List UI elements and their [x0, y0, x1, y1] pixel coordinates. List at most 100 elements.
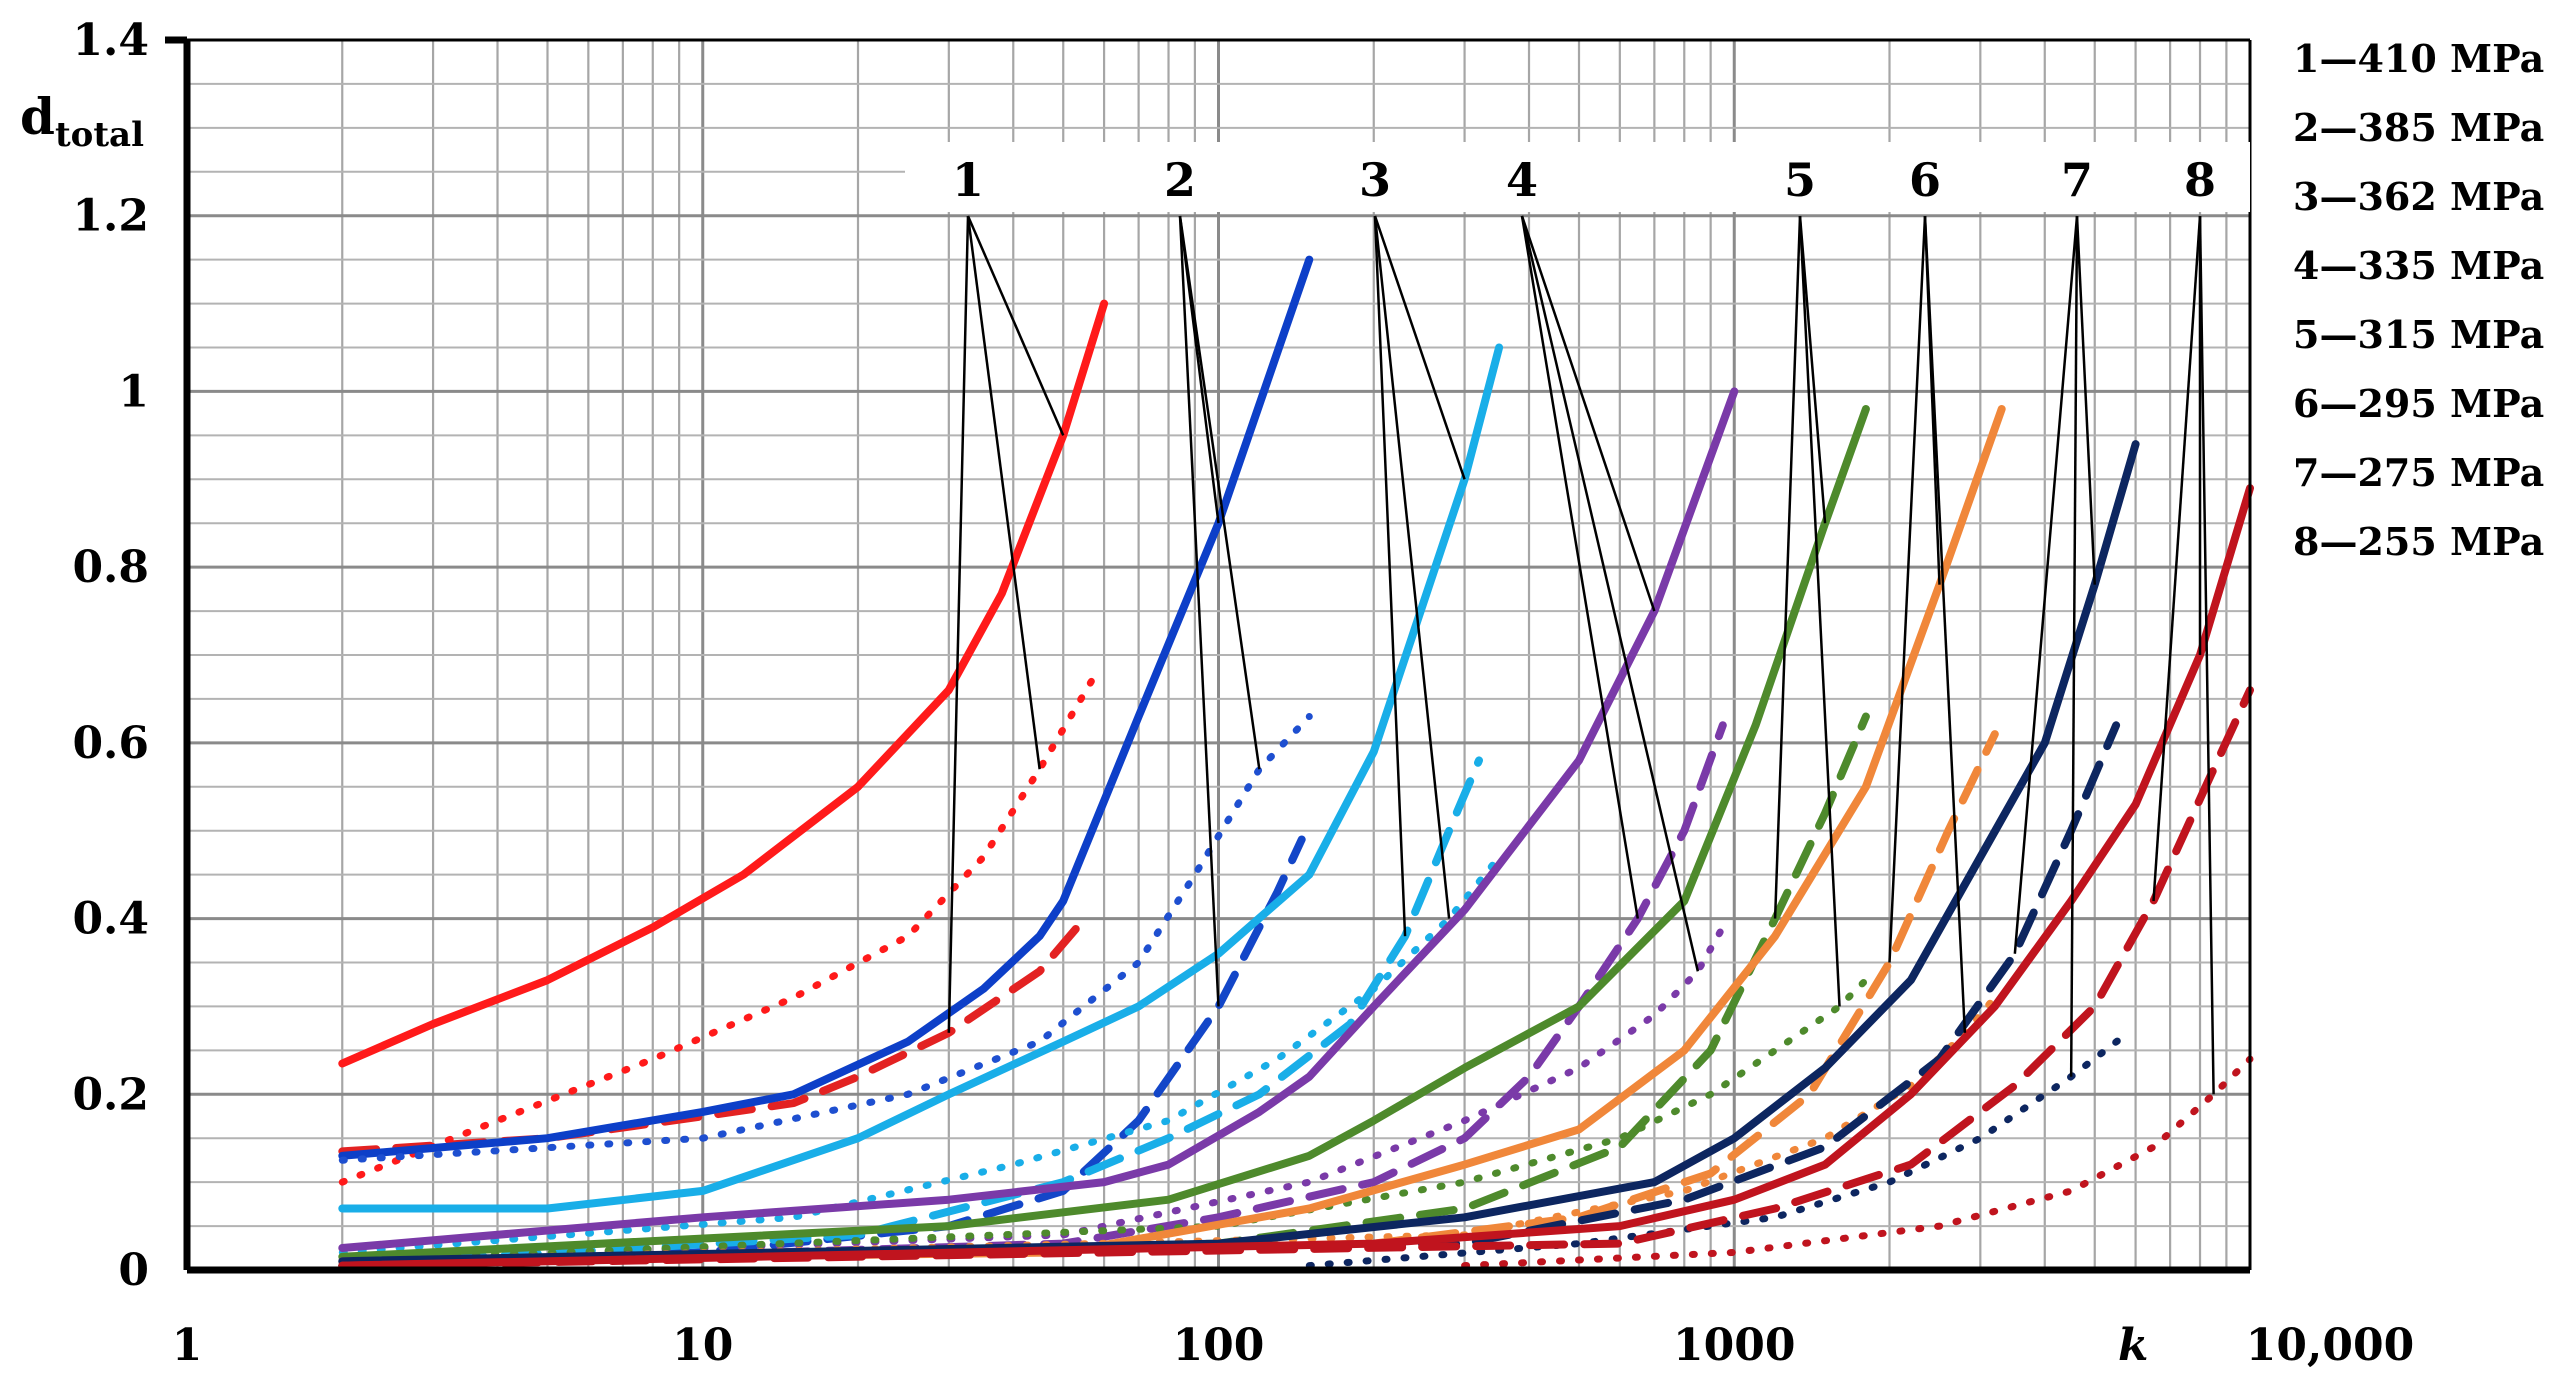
curve-3-leader-dashed	[1373, 215, 1407, 937]
legend-separator: —	[2319, 381, 2357, 426]
curve-label-3: 3	[1359, 153, 1391, 207]
series-1-dotted-line	[338, 669, 1100, 1186]
legend-value: 315 MPa	[2357, 312, 2544, 357]
curve-3-leader-dotted	[1373, 215, 1451, 919]
series-4-dashed-line	[338, 721, 1727, 1270]
x-tick-label: 1000	[1673, 1320, 1795, 1371]
curve-label-7: 7	[2061, 153, 2093, 207]
curve-1-leader-dashed	[947, 215, 970, 1033]
curve-7-leader-solid	[2075, 215, 2096, 585]
legend-separator: —	[2319, 174, 2357, 219]
y-axis-label-main: d	[20, 87, 55, 146]
legend-entry-4: 4—335 MPa	[2293, 243, 2544, 288]
series-5-solid-line	[338, 405, 1870, 1261]
y-axis-label-sub: total	[55, 115, 144, 155]
y-tick-label: 1.4	[72, 15, 149, 66]
legend-entry-8: 8—255 MPa	[2293, 519, 2544, 564]
legend-entry-1: 1—410 MPa	[2293, 36, 2544, 81]
y-tick-label: 0.8	[72, 542, 149, 593]
series-8-dotted-line	[1461, 1055, 2254, 1270]
series-4-solid-line	[338, 387, 1739, 1252]
curve-1-leader-dotted	[966, 215, 1041, 770]
series-3-dashed-line	[338, 756, 1483, 1270]
y-tick-label: 0.4	[72, 894, 149, 945]
series-4-dotted-line	[338, 923, 1727, 1265]
legend-separator: —	[2319, 36, 2357, 81]
curve-4-leader-dotted	[1520, 215, 1700, 972]
series-1-solid-line	[338, 299, 1109, 1068]
legend-entry-2: 2—385 MPa	[2293, 105, 2544, 150]
y-tick-label: 0.6	[72, 718, 149, 769]
series-8-solid-line	[338, 484, 2254, 1270]
legend-id: 6	[2293, 381, 2319, 426]
curve-7-leader-dotted	[2069, 215, 2079, 1077]
curve-6-leader-dashed	[1888, 215, 1927, 963]
curve-5-leader-dashed	[1773, 215, 1802, 919]
curve-8-leader-dashed	[2152, 215, 2202, 902]
legend-separator: —	[2319, 450, 2357, 495]
legend-separator: —	[2319, 519, 2357, 564]
curve-6-leader-dotted	[1923, 215, 1967, 1033]
curve-label-4: 4	[1506, 153, 1538, 207]
curve-8-leader-dotted	[2198, 215, 2215, 1095]
legend-value: 410 MPa	[2357, 36, 2544, 81]
legend-id: 8	[2293, 519, 2319, 564]
series-6-dashed-line	[338, 730, 1999, 1270]
curve-4-leader-dashed	[1520, 215, 1639, 919]
legend-id: 3	[2293, 174, 2319, 219]
legend-id: 5	[2293, 312, 2319, 357]
curve-5-leader-solid	[1798, 215, 1827, 524]
y-tick-label: 1	[118, 366, 149, 417]
curve-3-leader-solid	[1373, 215, 1466, 480]
legend-value: 295 MPa	[2357, 381, 2544, 426]
plot-series	[338, 255, 2254, 1270]
legend-entry-7: 7—275 MPa	[2293, 450, 2544, 495]
legend-entry-3: 3—362 MPa	[2293, 174, 2544, 219]
legend-separator: —	[2319, 243, 2357, 288]
x-axis-label: k	[2118, 1320, 2149, 1371]
legend-value: 255 MPa	[2357, 519, 2544, 564]
curve-2-leader-dashed	[1178, 215, 1220, 1007]
legend-value: 275 MPa	[2357, 450, 2544, 495]
curve-5-leader-dotted	[1798, 215, 1841, 1007]
series-2-solid-line	[338, 255, 1314, 1160]
series-7-solid-line	[338, 440, 2140, 1266]
curve-2-leader-dotted	[1178, 215, 1261, 770]
curve-annotations: 1 2 3 4 5 6 7 8	[905, 142, 2250, 1095]
legend-value: 335 MPa	[2357, 243, 2544, 288]
curve-1-leader-solid	[966, 215, 1065, 436]
y-tick-label: 0	[118, 1245, 149, 1296]
y-tick-label: 0.2	[72, 1069, 149, 1120]
legend-separator: —	[2319, 105, 2357, 150]
legend-value: 362 MPa	[2357, 174, 2544, 219]
curve-label-5: 5	[1784, 153, 1816, 207]
y-tick-label: 1.2	[72, 191, 149, 242]
x-tick-label: 10	[672, 1320, 733, 1371]
x-tick-label: 100	[1173, 1320, 1265, 1371]
curve-label-8: 8	[2184, 153, 2216, 207]
series-2-dotted-line	[338, 713, 1313, 1164]
y-axis-label: dtotal	[20, 87, 144, 155]
legend-id: 4	[2293, 243, 2319, 288]
legend-id: 7	[2293, 450, 2319, 495]
curve-7-leader-dashed	[2013, 215, 2079, 954]
curve-4-leader-solid	[1520, 215, 1656, 612]
x-tick-label: 1	[172, 1320, 203, 1371]
series-8-dashed-line	[338, 686, 2254, 1270]
x-tick-label: 10,000	[2246, 1320, 2414, 1371]
axes	[165, 36, 2252, 1274]
legend-entry-5: 5—315 MPa	[2293, 312, 2544, 357]
legend-value: 385 MPa	[2357, 105, 2544, 150]
legend-id: 2	[2293, 105, 2319, 150]
legend-separator: —	[2319, 312, 2357, 357]
tick-labels: 0 0.2 0.4 0.6 0.8 1 1.2 1.4 1 10 100 1000 10,000	[72, 15, 2414, 1371]
curve-label-2: 2	[1164, 153, 1196, 207]
legend-id: 1	[2293, 36, 2319, 81]
grid	[187, 40, 2250, 1270]
curve-label-band	[905, 142, 2250, 212]
curve-label-6: 6	[1909, 153, 1941, 207]
curve-label-1: 1	[952, 153, 984, 207]
series-3-solid-line	[338, 343, 1504, 1213]
